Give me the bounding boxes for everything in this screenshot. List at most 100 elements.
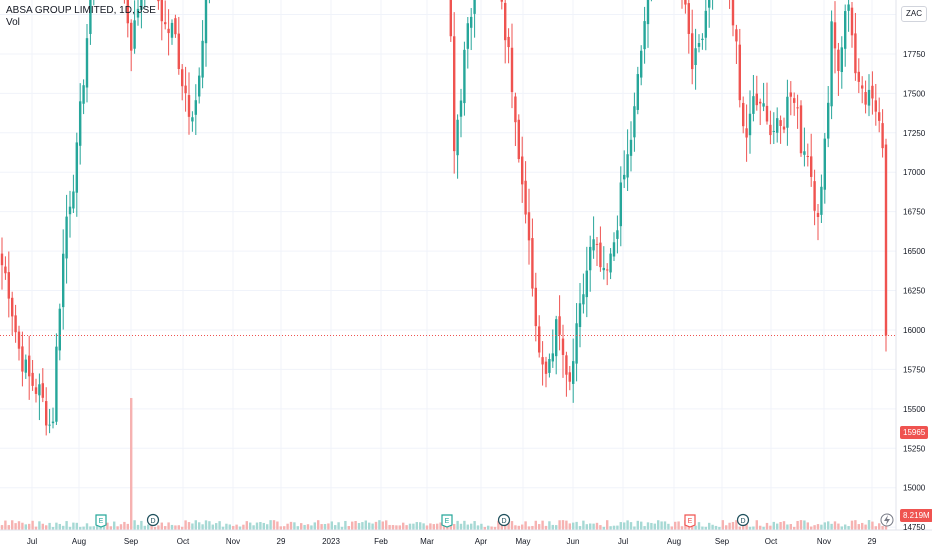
candle-body — [684, 0, 687, 5]
volume-bar — [551, 524, 554, 530]
volume-bar — [96, 524, 99, 530]
volume-bar — [854, 520, 857, 530]
candle-body — [694, 48, 697, 65]
volume-bar — [364, 520, 367, 530]
candle-body — [799, 105, 803, 154]
candle-body — [827, 102, 830, 139]
earnings-marker-icon[interactable] — [684, 514, 696, 528]
volume-bar — [208, 521, 211, 530]
candle-body — [17, 331, 21, 349]
candle-body — [867, 89, 871, 106]
candle-body — [731, 0, 735, 26]
currency-selector[interactable]: ZAC — [901, 6, 927, 22]
volume-bar — [670, 526, 673, 530]
volume-bar — [708, 522, 711, 530]
candle-body — [643, 21, 646, 50]
volume-bar — [609, 526, 612, 530]
symbol-title[interactable]: ABSA GROUP LIMITED, 1D, JSE — [6, 5, 156, 16]
volume-bar — [823, 522, 826, 530]
dividend-marker-icon[interactable] — [146, 513, 160, 527]
candle-body — [646, 0, 650, 25]
volume-bar — [34, 526, 38, 530]
volume-bar — [147, 524, 150, 530]
volume-bar — [167, 522, 170, 530]
candle-body — [833, 22, 837, 49]
time-tick-label: Feb — [374, 537, 388, 546]
volume-bar — [629, 522, 633, 530]
price-tick-label: 17000 — [903, 168, 926, 177]
candle-body — [68, 206, 72, 215]
price-axis[interactable]: 1800017750175001725017000167501650016250… — [903, 11, 926, 533]
volume-bar — [701, 526, 704, 530]
volume-bar — [830, 523, 833, 530]
volume-bar — [752, 526, 755, 530]
volume-bar — [816, 524, 820, 530]
volume-bar — [79, 526, 82, 530]
volume-bar — [636, 520, 639, 530]
candle-body — [7, 272, 10, 299]
candle-body — [623, 174, 626, 180]
time-axis[interactable]: Jul Aug Sep Oct Nov 29 2023 Feb Mar Apr May Jun Jul A… — [27, 537, 877, 546]
candle-body — [198, 75, 201, 97]
volume-bar — [575, 521, 578, 530]
volume-bar — [388, 524, 391, 530]
volume-bar — [589, 523, 592, 530]
volume-bar — [235, 524, 238, 530]
volume-bar — [599, 525, 602, 530]
candle-body — [796, 107, 799, 109]
volume-bar — [735, 520, 738, 530]
volume-bar — [833, 521, 837, 530]
candle-body — [517, 119, 520, 160]
volume-bar — [616, 525, 619, 530]
candle-body — [697, 43, 701, 47]
volume-bar — [347, 526, 350, 530]
candle-body — [527, 212, 531, 241]
volume-bar — [337, 522, 340, 530]
volume-bar — [439, 522, 442, 530]
earnings-marker-icon[interactable] — [95, 514, 107, 528]
candle-body — [548, 359, 551, 373]
candle-body — [602, 267, 605, 271]
volume-bar — [191, 523, 194, 530]
volume-bar — [41, 523, 44, 530]
earnings-marker-icon[interactable] — [441, 514, 453, 528]
volume-bar — [109, 526, 112, 530]
volume-bar — [140, 520, 143, 530]
volume-bar — [432, 524, 435, 530]
candle-body — [58, 308, 61, 351]
volume-bar — [119, 524, 123, 530]
volume-bar — [466, 524, 469, 530]
volume-bar — [293, 522, 296, 530]
volume-bar — [55, 522, 58, 530]
dividend-marker-icon[interactable] — [736, 513, 750, 527]
price-tick-label: 15750 — [903, 365, 926, 374]
volume-bar — [453, 523, 456, 530]
volume-bar — [803, 520, 806, 530]
volume-bar — [75, 522, 78, 530]
candle-body — [776, 118, 779, 133]
volume-bar — [728, 522, 731, 530]
candle-body — [181, 69, 184, 87]
volume-bar — [150, 524, 153, 530]
candle-body — [82, 85, 85, 104]
volume-bar — [446, 526, 449, 530]
volume-legend-label[interactable]: Vol — [6, 17, 20, 28]
volume-bar — [351, 521, 354, 530]
volume-bar — [786, 524, 789, 530]
dividend-marker-icon[interactable] — [497, 513, 511, 527]
volume-bar — [847, 526, 850, 530]
candle-body — [79, 101, 82, 146]
volume-bar — [793, 526, 796, 530]
volume-bar — [102, 523, 106, 530]
volume-bar — [340, 526, 344, 530]
candle-body — [55, 346, 58, 422]
candle-body — [861, 85, 864, 89]
volume-bar — [31, 520, 34, 530]
flash-icon[interactable] — [880, 513, 894, 527]
volume-bar — [850, 520, 854, 530]
candle-body — [769, 124, 772, 136]
volume-bar — [300, 523, 303, 530]
volume-bar — [755, 520, 758, 530]
price-tick-label: 17500 — [903, 89, 926, 98]
